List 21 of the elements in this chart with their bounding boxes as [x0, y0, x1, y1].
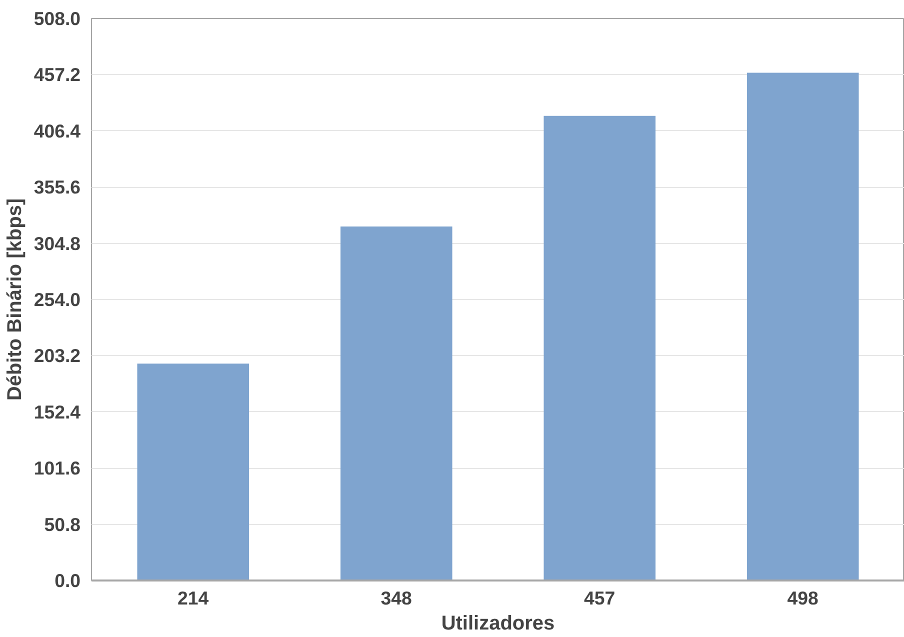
y-tick-label: 254.0 [34, 289, 80, 310]
bar [340, 226, 452, 580]
x-axis-title: Utilizadores [441, 612, 555, 634]
y-tick-label: 508.0 [34, 8, 80, 29]
bar [137, 364, 250, 580]
x-tick-label: 348 [380, 588, 412, 608]
y-tick-label: 152.4 [34, 401, 82, 422]
y-axis-title: Débito Binário [kbps] [4, 198, 26, 401]
y-tick-label: 0.0 [54, 570, 81, 591]
y-tick-label: 304.8 [34, 232, 80, 254]
y-tick-label: 203.2 [34, 345, 80, 366]
x-tick-label: 214 [178, 588, 210, 608]
y-tick-label: 457.2 [34, 64, 80, 86]
x-tick-label: 498 [787, 588, 818, 608]
y-tick-label: 101.6 [34, 458, 80, 479]
y-tick-label: 355.6 [34, 176, 80, 198]
y-tick-label: 406.4 [34, 120, 82, 142]
y-tick-label: 50.8 [44, 514, 80, 535]
x-tick-label: 457 [584, 588, 616, 608]
bar [746, 72, 859, 580]
bar [544, 116, 656, 580]
